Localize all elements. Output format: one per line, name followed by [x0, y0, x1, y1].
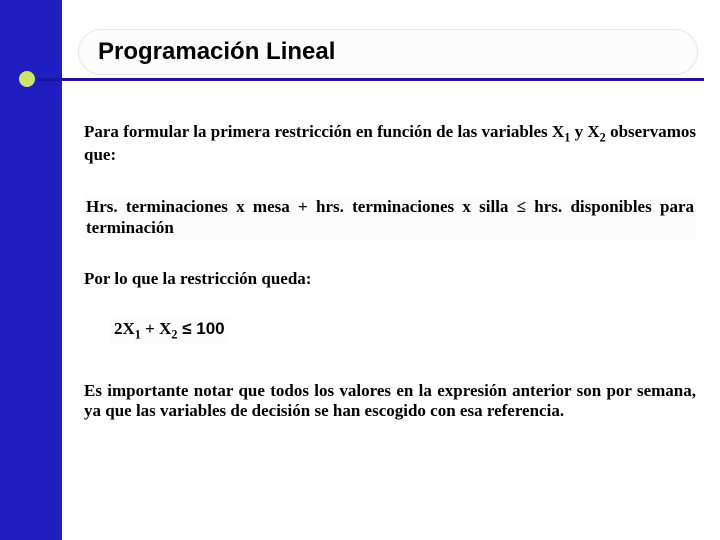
- paragraph-note: Es importante notar que todos los valore…: [84, 381, 696, 422]
- paragraph-constraint-verbal: Hrs. terminaciones x mesa + hrs. termina…: [84, 194, 696, 241]
- formula-c: ≤ 100: [178, 319, 225, 338]
- paragraph-therefore: Por lo que la restricción queda:: [84, 269, 696, 290]
- title-bar: Programación Lineal: [78, 29, 698, 75]
- divider-line: [38, 78, 704, 81]
- title-underline: [16, 78, 704, 90]
- content-area: Para formular la primera restricción en …: [84, 122, 696, 450]
- formula-constraint: 2X1 + X2 ≤ 100: [110, 317, 231, 344]
- formula-a: 2X: [114, 319, 135, 338]
- p1-text-b: y X: [570, 122, 599, 141]
- formula-b: + X: [141, 319, 171, 338]
- bullet-icon: [16, 68, 38, 90]
- page-title: Programación Lineal: [98, 38, 335, 66]
- paragraph-intro: Para formular la primera restricción en …: [84, 122, 696, 166]
- p1-text-a: Para formular la primera restricción en …: [84, 122, 564, 141]
- bullet-inner-icon: [19, 71, 35, 87]
